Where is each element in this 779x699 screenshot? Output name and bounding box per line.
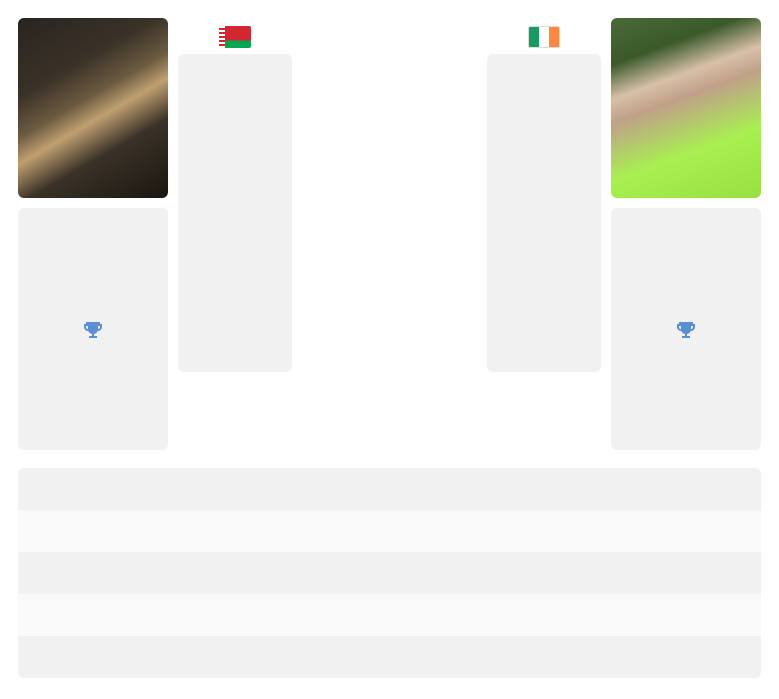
- player2-title-breakdown: [611, 208, 761, 450]
- p2-rank: [487, 54, 601, 134]
- player2-column: [611, 18, 761, 450]
- p1-plays: [178, 293, 292, 373]
- comparison-table: [18, 468, 761, 678]
- p1-high: [178, 134, 292, 214]
- trophy-icon: [81, 319, 105, 349]
- p2-plays: [487, 293, 601, 373]
- player1-stat-column: [178, 18, 292, 372]
- p2-high: [487, 134, 601, 214]
- p1-age: [178, 213, 292, 293]
- p2-age: [487, 213, 601, 293]
- player1-column: [18, 18, 168, 450]
- player1-photo: [18, 18, 168, 198]
- h2h-column: [302, 18, 477, 46]
- trophy-icon: [674, 319, 698, 349]
- flag-belarus-icon: [219, 26, 251, 48]
- player1-title-breakdown: [18, 208, 168, 450]
- player2-photo: [611, 18, 761, 198]
- p1-rank: [178, 54, 292, 134]
- flag-ireland-icon: [528, 26, 560, 48]
- player2-stat-column: [487, 18, 601, 372]
